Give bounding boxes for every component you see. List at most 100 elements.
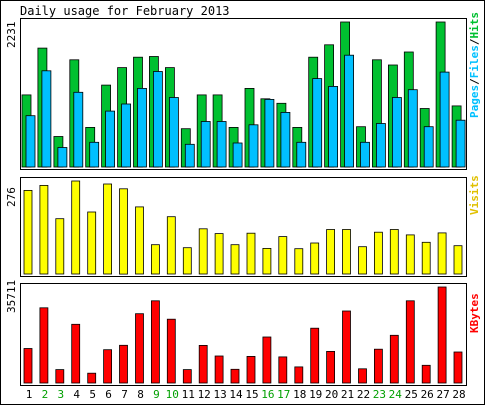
bar: [23, 189, 33, 275]
bar: [262, 336, 272, 384]
bar: [150, 244, 160, 275]
x-tick-label: 28: [452, 388, 465, 401]
bar: [200, 121, 211, 168]
bar: [294, 248, 304, 275]
bar: [407, 89, 418, 168]
bar: [55, 369, 65, 384]
bar: [119, 188, 128, 275]
bar: [198, 228, 208, 275]
bar: [73, 91, 84, 168]
x-tick-label: 8: [137, 388, 144, 401]
x-tick-label: 26: [421, 388, 434, 401]
bar: [214, 233, 224, 275]
bar: [248, 124, 259, 168]
x-tick-label: 16: [261, 388, 274, 401]
x-tick-label: 4: [73, 388, 80, 401]
bar: [41, 70, 52, 168]
x-tick-label: 5: [89, 388, 96, 401]
x-tick-label: 13: [213, 388, 226, 401]
legend-entry: Pages: [468, 85, 481, 118]
bar: [262, 247, 272, 275]
x-tick-label: 22: [357, 388, 370, 401]
x-tick-label: 7: [121, 388, 128, 401]
bar: [453, 245, 463, 275]
bar: [421, 241, 431, 275]
bar: [453, 351, 463, 384]
legend-entry: KBytes: [468, 293, 481, 333]
x-tick-label: 2: [42, 388, 49, 401]
bar: [360, 141, 370, 168]
bar: [328, 86, 339, 168]
bar: [278, 236, 288, 275]
bar: [39, 184, 49, 275]
bar: [405, 234, 415, 275]
bar: [103, 183, 112, 275]
bar: [264, 99, 275, 168]
panel-kbytes: 35711 KBytes: [5, 280, 481, 386]
bar: [25, 115, 36, 168]
x-tick-label: 17: [277, 388, 290, 401]
bar: [71, 323, 81, 384]
bar: [326, 229, 336, 275]
y-max-label: 35711: [5, 280, 18, 313]
bar: [103, 349, 112, 384]
x-tick-label: 25: [405, 388, 418, 401]
bar: [455, 119, 466, 168]
bar: [39, 307, 49, 384]
bar: [373, 231, 383, 275]
x-tick-label: 21: [341, 388, 354, 401]
x-tick-label: 10: [166, 388, 179, 401]
bar: [105, 110, 115, 168]
bar: [421, 364, 431, 384]
bar: [216, 121, 227, 168]
bar: [246, 355, 256, 384]
bar: [137, 88, 147, 168]
x-tick-label: 14: [229, 388, 243, 401]
x-tick-label: 24: [389, 388, 403, 401]
bar: [198, 344, 208, 384]
bar: [373, 348, 383, 384]
bar: [119, 344, 128, 384]
chart-title: Daily usage for February 2013: [20, 4, 230, 18]
y-max-label: 276: [5, 187, 18, 207]
bar: [184, 143, 195, 168]
bar: [168, 97, 179, 168]
bar: [166, 216, 176, 275]
bar: [182, 247, 192, 275]
legend-entry: /: [468, 38, 481, 45]
x-tick-label: 11: [182, 388, 195, 401]
bar: [182, 369, 192, 384]
bar: [55, 218, 65, 275]
bar: [214, 355, 224, 384]
x-tick-label: 23: [373, 388, 386, 401]
series-visits: [23, 180, 463, 275]
bar: [423, 126, 434, 168]
bar: [232, 142, 243, 168]
bar: [246, 232, 256, 275]
x-tick-label: 19: [309, 388, 322, 401]
x-tick-label: 6: [105, 388, 112, 401]
bar: [150, 300, 160, 384]
bar: [389, 334, 399, 384]
legend-visits: Visits: [468, 175, 481, 215]
bar: [87, 372, 97, 384]
bar: [89, 141, 100, 168]
bar: [71, 180, 81, 275]
bar: [437, 232, 447, 275]
x-tick-label: 1: [26, 388, 33, 401]
series-kbytes: [23, 286, 463, 384]
bar: [391, 97, 402, 168]
bar: [389, 229, 399, 275]
bar: [166, 318, 176, 384]
bar: [296, 141, 307, 168]
bar: [358, 368, 367, 384]
bar: [87, 211, 97, 275]
y-max-label: 2231: [5, 22, 18, 49]
legend-entry: /: [468, 78, 481, 85]
bar: [230, 244, 240, 275]
panel-frame: [20, 283, 467, 386]
x-axis-labels: 1 2 3 4 5 6 7 8 9 10 11 12 13 14 15 16 17 18 19 20 21 22 23 24 2…: [26, 388, 466, 401]
